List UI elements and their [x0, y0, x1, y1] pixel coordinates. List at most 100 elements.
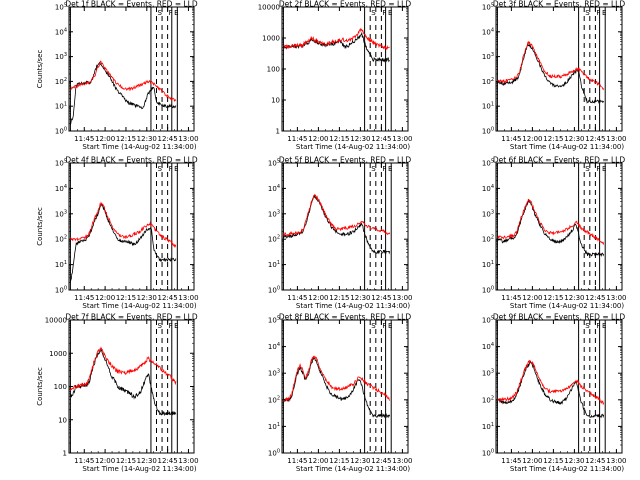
x-tick-label: 11:45 — [501, 135, 521, 143]
plot-frame — [495, 162, 623, 291]
interval-marker-E: E — [174, 9, 178, 17]
x-tick-label: 12:15 — [543, 294, 563, 302]
series-lld-red — [70, 201, 177, 248]
x-tick-label: 12:45 — [158, 294, 178, 302]
y-tick-label: 103 — [482, 52, 494, 61]
y-tick-label: 104 — [268, 342, 280, 351]
y-tick-label: 1000 — [49, 350, 67, 358]
panel-det-4: Det 4f BLACK = Events, RED = LLD 100 101 10… — [36, 156, 199, 311]
x-tick-label: 12:45 — [371, 135, 391, 143]
y-axis-label: Counts/sec — [36, 50, 44, 89]
y-tick-label: 100 — [482, 286, 494, 295]
y-tick-label: 105 — [268, 159, 280, 168]
interval-marker-F: F — [382, 322, 386, 330]
y-tick-label: 1 — [63, 450, 67, 458]
x-axis-label: Start Time (14-Aug-02 11:34:00) — [296, 302, 410, 310]
x-axis-label: Start Time (14-Aug-02 11:34:00) — [296, 465, 410, 473]
series-events-black — [497, 198, 605, 258]
y-tick-label: 101 — [268, 422, 280, 431]
y-tick-label: 100 — [268, 286, 280, 295]
plot-frame — [281, 162, 409, 291]
x-axis-label: Start Time (14-Aug-02 11:34:00) — [82, 143, 196, 151]
interval-marker-S: S — [158, 9, 163, 17]
panel-det-6: Det 6f BLACK = Events, RED = LLD 100 101 10… — [482, 156, 627, 311]
y-tick-label: 104 — [482, 184, 494, 193]
series-events-black — [70, 61, 177, 126]
interval-marker-E: E — [388, 322, 392, 330]
y-tick-label: 1 — [276, 128, 280, 136]
panel-title: Det 2f BLACK = Events, RED = LLD — [279, 0, 412, 9]
panel-title: Det 9f BLACK = Events, RED = LLD — [493, 313, 626, 322]
series-events-black — [283, 31, 390, 63]
panel-title: Det 8f BLACK = Events, RED = LLD — [279, 313, 412, 322]
interval-marker-F: F — [169, 322, 173, 330]
interval-marker-E: E — [388, 9, 392, 17]
x-tick-label: 13:00 — [392, 457, 412, 465]
y-tick-label: 100 — [482, 127, 494, 136]
x-tick-label: 12:30 — [137, 135, 157, 143]
x-tick-label: 12:30 — [564, 457, 584, 465]
y-tick-label: 102 — [55, 77, 67, 86]
series-events-black — [70, 204, 177, 282]
y-tick-label: 100 — [267, 66, 280, 74]
x-tick-label: 11:45 — [287, 457, 307, 465]
x-tick-label: 12:45 — [585, 294, 605, 302]
x-axis-label: Start Time (14-Aug-02 11:34:00) — [296, 143, 410, 151]
x-tick-label: 12:30 — [137, 457, 157, 465]
y-tick-label: 10000 — [45, 317, 67, 325]
x-tick-label: 12:00 — [95, 457, 115, 465]
panel-det-1: Det 1f BLACK = Events, RED = LLD 100 101 10… — [36, 0, 199, 151]
x-axis-label: Start Time (14-Aug-02 11:34:00) — [510, 302, 624, 310]
y-tick-label: 100 — [55, 127, 67, 136]
y-tick-label: 104 — [482, 27, 494, 36]
x-tick-label: 11:45 — [74, 457, 94, 465]
panel-title: Det 3f BLACK = Events, RED = LLD — [493, 0, 626, 9]
interval-marker-E: E — [602, 9, 606, 17]
panel-det-2: Det 2f BLACK = Events, RED = LLD 1 10 100 10… — [258, 0, 413, 151]
interval-marker-F: F — [596, 322, 600, 330]
x-tick-label: 12:30 — [350, 294, 370, 302]
x-tick-label: 12:30 — [350, 457, 370, 465]
x-tick-label: 12:00 — [308, 294, 328, 302]
x-tick-label: 12:45 — [158, 457, 178, 465]
panel-det-9: Det 9f BLACK = Events, RED = LLD 100 101 10… — [482, 313, 627, 474]
y-tick-label: 100 — [482, 449, 494, 458]
x-tick-label: 13:00 — [178, 294, 198, 302]
x-tick-label: 11:45 — [287, 135, 307, 143]
x-tick-label: 12:15 — [543, 135, 563, 143]
x-tick-label: 12:45 — [585, 457, 605, 465]
interval-marker-F: F — [596, 9, 600, 17]
x-axis-label: Start Time (14-Aug-02 11:34:00) — [82, 302, 196, 310]
x-tick-label: 12:00 — [308, 135, 328, 143]
y-tick-label: 105 — [55, 159, 67, 168]
interval-marker-S: S — [371, 322, 376, 330]
x-tick-label: 12:30 — [564, 294, 584, 302]
panel-det-8: Det 8f BLACK = Events, RED = LLD 100 101 10… — [268, 313, 413, 474]
panel-det-5: Det 5f BLACK = Events, RED = LLD 100 101 10… — [268, 156, 413, 311]
panel-det-7: Det 7f BLACK = Events, RED = LLD 1 10 100 10… — [36, 313, 199, 474]
y-tick-label: 105 — [268, 316, 280, 325]
y-tick-label: 105 — [55, 3, 67, 12]
interval-marker-S: S — [371, 9, 376, 17]
y-tick-label: 100 — [268, 449, 280, 458]
plot-frame — [495, 6, 623, 132]
x-tick-label: 11:45 — [287, 294, 307, 302]
y-tick-label: 101 — [55, 102, 67, 111]
interval-marker-E: E — [602, 322, 606, 330]
x-tick-label: 13:00 — [606, 457, 626, 465]
interval-marker-S: S — [371, 165, 376, 173]
interval-marker-E: E — [602, 165, 606, 173]
panel-title: Det 1f BLACK = Events, RED = LLD — [65, 0, 198, 9]
x-tick-label: 12:45 — [158, 135, 178, 143]
series-lld-red — [283, 27, 390, 50]
x-tick-label: 13:00 — [178, 457, 198, 465]
y-tick-label: 1000 — [262, 35, 280, 43]
series-lld-red — [70, 60, 177, 102]
y-tick-label: 103 — [482, 369, 494, 378]
y-tick-label: 103 — [268, 369, 280, 378]
series-events-black — [497, 360, 605, 419]
interval-marker-E: E — [388, 165, 392, 173]
y-tick-label: 105 — [482, 159, 494, 168]
x-tick-label: 12:45 — [371, 457, 391, 465]
